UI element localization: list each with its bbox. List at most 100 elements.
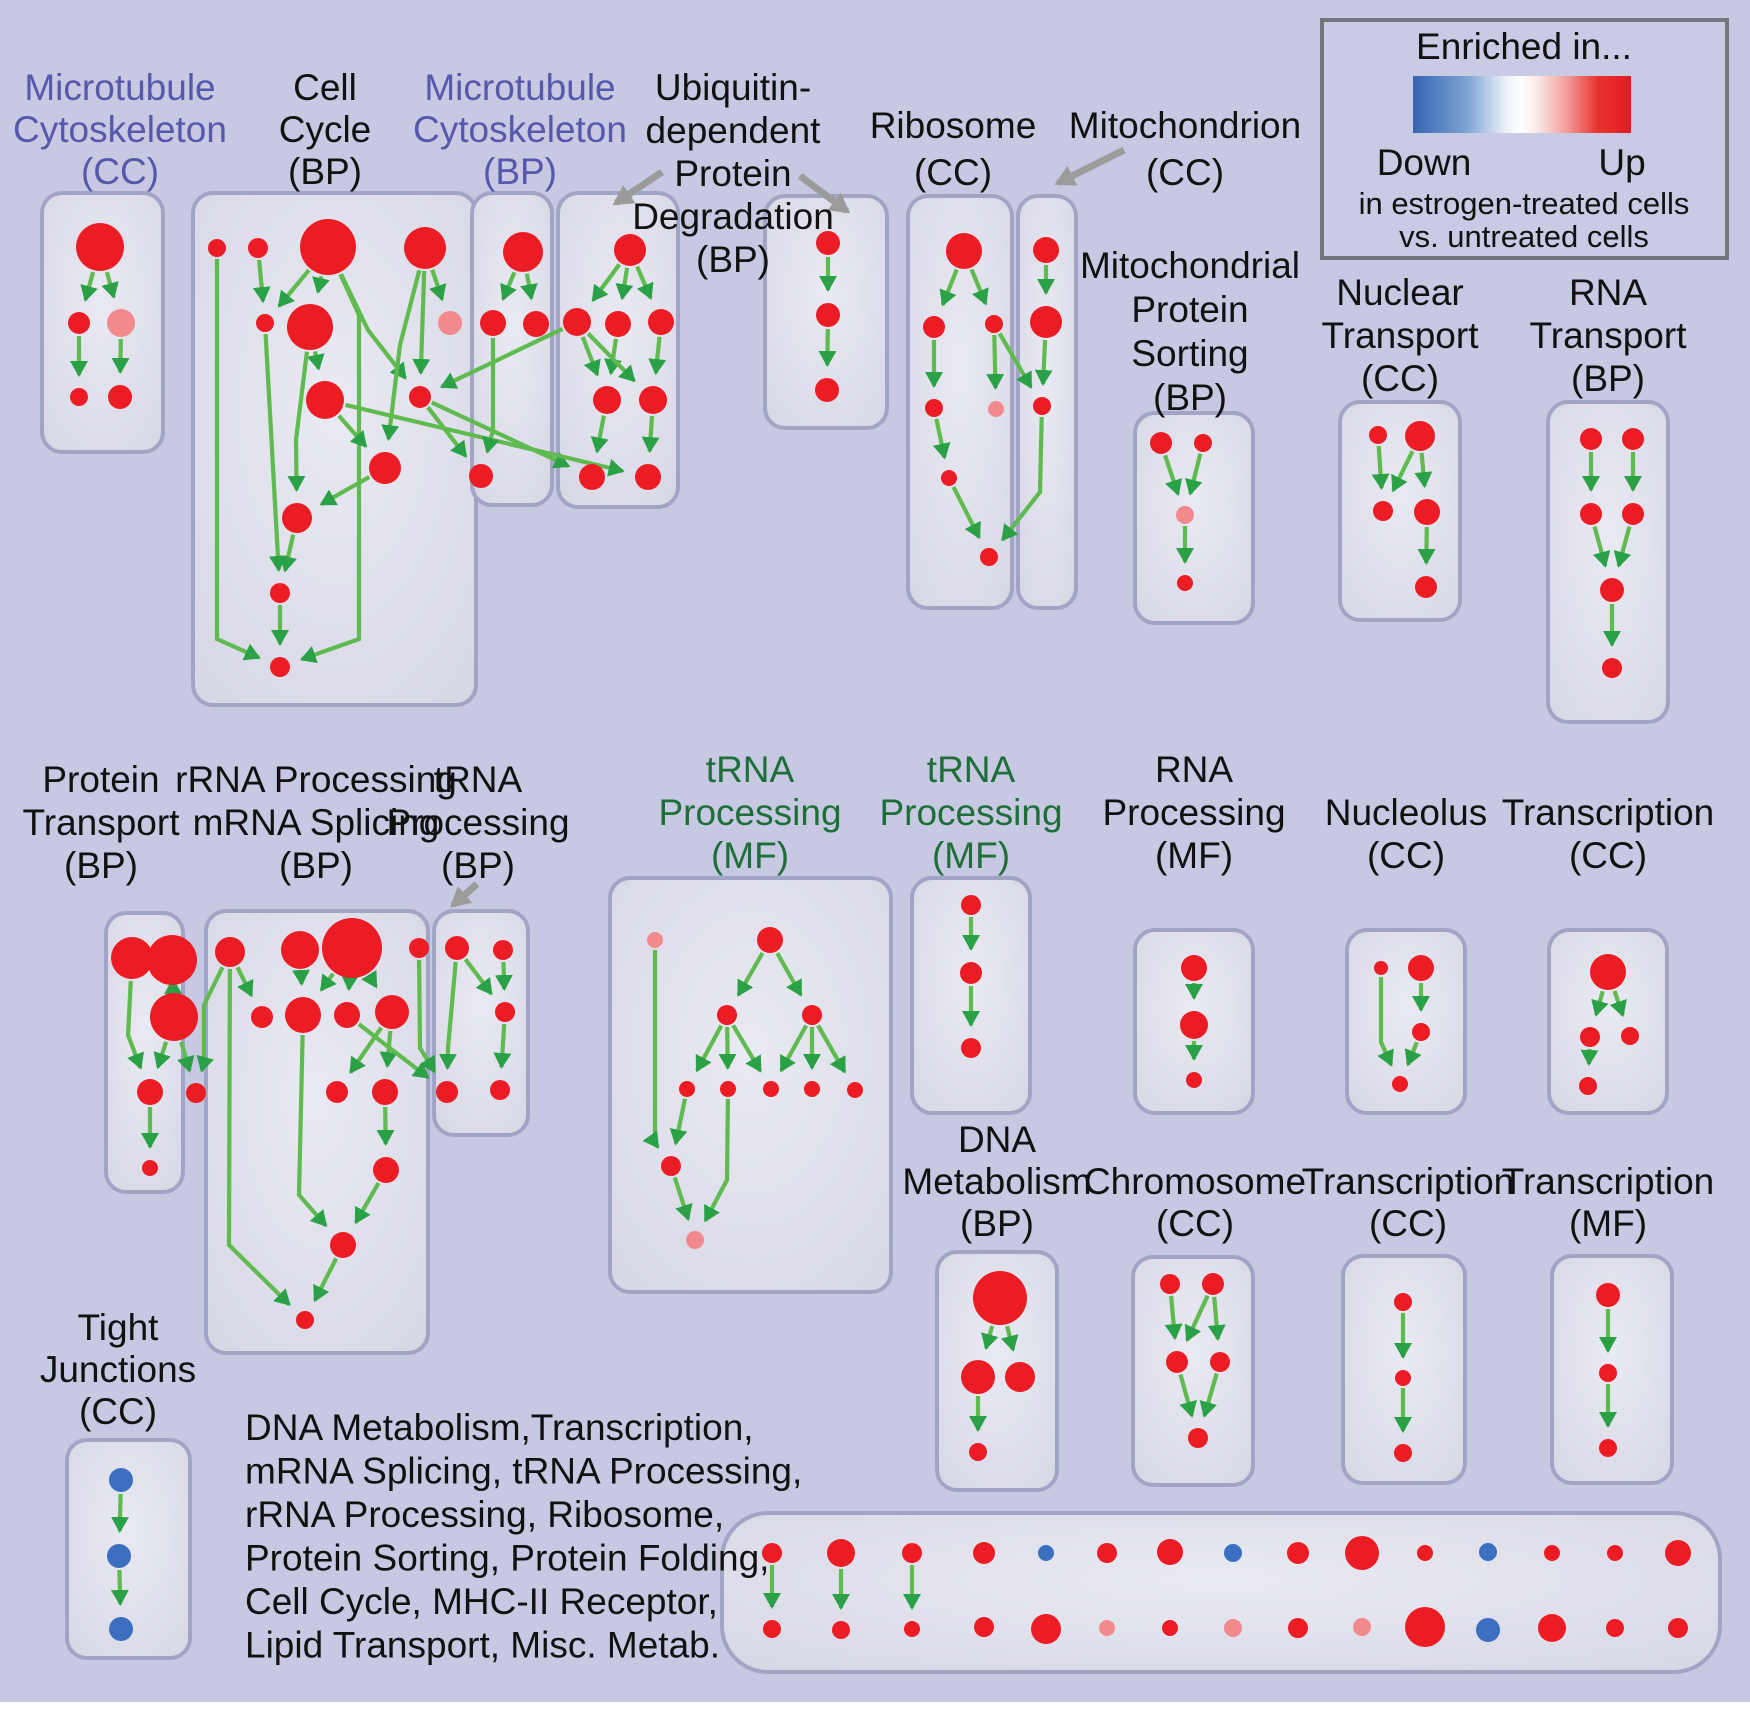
cluster-box-transcription-cc-bot (1341, 1254, 1467, 1485)
edge-f2-f4 (695, 1024, 724, 1073)
node-transcription-cc-bot-y0 (1394, 1293, 1412, 1311)
label-ribosome-line-2: (CC) (914, 152, 992, 193)
edge-t2-u1 (319, 972, 337, 992)
cluster-box-microtubule-cc (40, 191, 165, 454)
node-misc-strip-bm14t (1607, 1545, 1623, 1561)
node-cell-cycle-c12 (270, 657, 290, 677)
node-microtubule-bp-mb1 (503, 232, 543, 272)
node-misc-strip-bm8b (1224, 1619, 1242, 1637)
edge-f5-f10 (703, 1098, 730, 1223)
label-rna-transport-line-3: (BP) (1571, 358, 1645, 399)
edge-n0-n2 (1371, 445, 1390, 490)
label-protein-transport-line-1: Protein (42, 759, 159, 800)
edge-c7-c9 (337, 414, 368, 448)
node-misc-strip-bm11b (1405, 1607, 1445, 1647)
label-protein-transport-line-2: Transport (23, 802, 181, 843)
label-microtubule-cc-line-1: Microtubule (24, 67, 215, 108)
edge-tj0-tj1 (111, 1493, 130, 1533)
node-rrna-t0 (215, 937, 245, 967)
label-cell-cycle-line-3: (BP) (288, 151, 362, 192)
node-nuclear-transport-n4 (1415, 576, 1437, 598)
edge-f1-f2 (736, 951, 765, 997)
edge-x0-x2 (1164, 1295, 1183, 1341)
label-dna-metabolism-line-3: (BP) (960, 1203, 1034, 1244)
label-transcription-mf-line-2: (MF) (1569, 1203, 1647, 1244)
label-misc-list-line-6: Lipid Transport, Misc. Metab. (245, 1625, 720, 1666)
node-misc-strip-bm13t (1544, 1545, 1560, 1561)
node-rrna-u1 (285, 997, 321, 1033)
node-ubiquitin-a-ub5 (593, 386, 621, 414)
node-misc-strip-bm2t (827, 1539, 855, 1567)
edge-x1-x3 (1207, 1296, 1226, 1342)
node-microtubule-cc-a3 (107, 309, 135, 337)
node-cell-cycle-c10 (282, 503, 312, 533)
edge-ub3-ub5 (604, 338, 622, 376)
edge-a1-a3 (101, 271, 119, 299)
cluster-box-dna-metabolism (935, 1250, 1059, 1492)
edge-t0-p4 (196, 966, 225, 1073)
node-cell-cycle-c3 (404, 227, 446, 269)
node-transcription-cc-mid-v2 (1621, 1027, 1639, 1045)
label-misc-list-line-3: rRNA Processing, Ribosome, (245, 1494, 724, 1535)
label-mito-protein-sorting-line-2: Protein (1131, 289, 1248, 330)
label-trna-bp-line-2: Processing (386, 802, 569, 843)
edge-r2-mm2 (997, 332, 1033, 389)
label-ubiquitin-line-4: Degradation (632, 196, 834, 237)
label-ubiquitin-line-2: dependent (646, 110, 822, 151)
label-microtubule-bp-line-2: Cytoskeleton (413, 109, 627, 150)
edge-p2-p4 (177, 1041, 195, 1073)
label-trna-bp-line-3: (BP) (441, 845, 515, 886)
annotation-arrows-layer (449, 146, 1126, 908)
edge-c8-mb4 (426, 406, 468, 458)
node-misc-strip-bm7t (1157, 1539, 1183, 1565)
node-misc-strip-bm15b (1668, 1618, 1688, 1638)
node-ribosome-r0 (946, 233, 982, 269)
legend-down-label: Down (1377, 142, 1472, 183)
node-trna-mf-2-g0 (961, 895, 981, 915)
label-trna-mf-1-line-2: Processing (658, 792, 841, 833)
node-chromosome-x2 (1166, 1351, 1188, 1373)
edge-n1-n3 (1414, 452, 1433, 489)
node-microtubule-cc-a1 (76, 223, 124, 271)
node-trna-bp-tb2 (495, 1002, 515, 1022)
label-trna-mf-2-line-2: Processing (879, 792, 1062, 833)
label-misc-list-line-1: DNA Metabolism,Transcription, (245, 1407, 754, 1448)
label-transcription-cc-mid-line-1: Transcription (1502, 792, 1714, 833)
label-trna-mf-2-line-3: (MF) (932, 835, 1010, 876)
edge-d0-d1 (981, 1325, 999, 1351)
node-trna-mf-1-f1 (757, 927, 783, 953)
label-mitochondrion-line-2: (CC) (1146, 152, 1224, 193)
label-transcription-mf-line-1: Transcription (1502, 1161, 1714, 1202)
edge-v1-v3 (1580, 1048, 1599, 1066)
node-rrna-t2 (322, 918, 382, 978)
edge-r0-r2 (969, 268, 989, 306)
nodes-layer (68, 219, 1691, 1647)
node-trna-mf-1-f5 (720, 1081, 736, 1097)
node-transcription-cc-mid-v0 (1590, 954, 1626, 990)
edge-f1-f3 (775, 952, 803, 997)
node-nuclear-transport-n2 (1373, 501, 1393, 521)
node-cell-cycle-c5 (256, 314, 274, 332)
node-trna-bp-tb0 (445, 936, 469, 960)
label-rrna-processing-line-1: rRNA Processing (175, 759, 457, 800)
arrow-mitochondrion (1054, 146, 1126, 187)
node-nucleolus-k1 (1408, 955, 1434, 981)
edge-c3-c8 (412, 270, 431, 375)
node-ribosome-r4 (988, 401, 1004, 417)
node-protein-transport-p5 (142, 1160, 158, 1176)
legend-subline-2: vs. untreated cells (1399, 219, 1649, 254)
node-cell-cycle-c0 (208, 239, 226, 257)
edge-c9-c10 (319, 475, 371, 507)
node-rrna-t1 (281, 931, 319, 969)
edge-t3-tb3 (417, 959, 437, 1074)
edge-s0-s2 (1163, 454, 1183, 496)
label-dna-metabolism-line-2: Metabolism (902, 1161, 1091, 1202)
label-tight-junctions-line-1: Tight (78, 1307, 160, 1348)
node-misc-strip-bm11t (1417, 1545, 1433, 1561)
node-misc-strip-bm10t (1345, 1536, 1379, 1570)
edge-t1-u1 (291, 969, 310, 986)
edge-mb2-mb4 (482, 338, 500, 454)
edge-f9-f10 (672, 1176, 693, 1222)
node-trna-mf-1-f9 (661, 1156, 681, 1176)
